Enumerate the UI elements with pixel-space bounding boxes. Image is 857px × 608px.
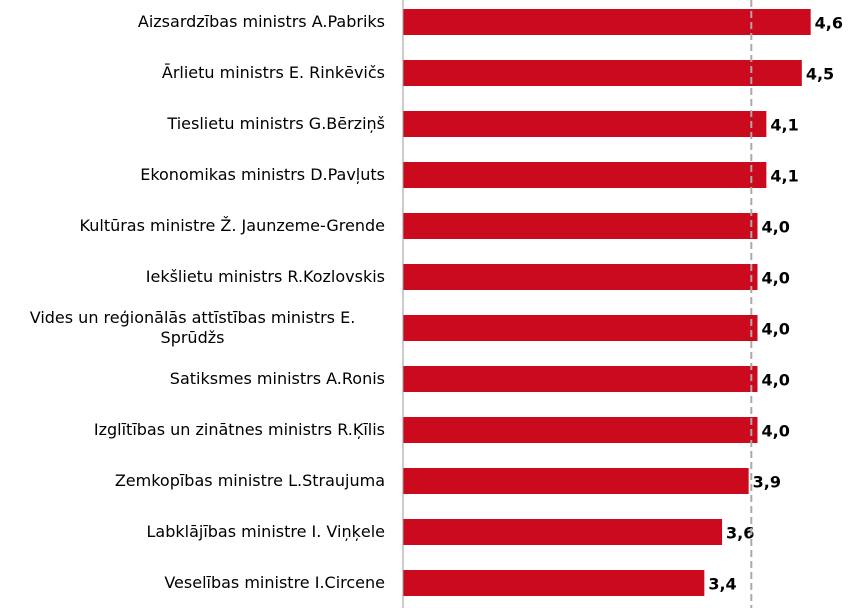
bar	[403, 60, 802, 86]
value-label: 3,9	[753, 473, 781, 492]
category-text: Zemkopības ministre L.Straujuma	[114, 471, 385, 490]
value-label: 3,4	[708, 575, 736, 594]
bar	[403, 366, 758, 392]
category-label: Kultūras ministre Ž. Jaunzeme-Grende	[0, 201, 385, 251]
value-label: 4,0	[762, 371, 790, 390]
value-label: 4,0	[762, 218, 790, 237]
value-label: 4,1	[770, 116, 798, 135]
category-label: Zemkopības ministre L.Straujuma	[0, 456, 385, 506]
value-label: 4,0	[762, 269, 790, 288]
bar	[403, 162, 767, 188]
bar	[403, 570, 705, 596]
category-label: Iekšlietu ministrs R.Kozlovskis	[0, 252, 385, 302]
category-label: Izglītības un zinātnes ministrs R.Ķīlis	[0, 405, 385, 455]
value-label: 4,5	[806, 65, 834, 84]
category-label: Satiksmes ministrs A.Ronis	[0, 354, 385, 404]
bar	[403, 264, 758, 290]
category-text: Iekšlietu ministrs R.Kozlovskis	[145, 267, 385, 286]
category-text: Ārlietu ministrs E. Rinkēvičs	[161, 63, 385, 82]
category-label: Labklājības ministre I. Viņķele	[0, 507, 385, 557]
category-text: Labklājības ministre I. Viņķele	[146, 522, 385, 541]
category-text: Vides un reģionālās attīstības ministrs …	[29, 308, 356, 347]
value-label: 4,0	[762, 422, 790, 441]
value-label: 3,6	[726, 524, 754, 543]
category-label: Aizsardzības ministrs A.Pabriks	[0, 0, 385, 47]
bar	[403, 213, 758, 239]
category-label: Veselības ministre I.Circene	[0, 558, 385, 608]
category-label: Ekonomikas ministrs D.Pavļuts	[0, 150, 385, 200]
category-text: Aizsardzības ministrs A.Pabriks	[137, 12, 385, 31]
bar	[403, 111, 767, 137]
category-text: Ekonomikas ministrs D.Pavļuts	[140, 165, 385, 184]
bar	[403, 315, 758, 341]
bar	[403, 519, 723, 545]
category-label: Vides un reģionālās attīstības ministrs …	[0, 303, 385, 353]
value-label: 4,6	[815, 14, 843, 33]
value-label: 4,1	[770, 167, 798, 186]
category-label: Tieslietu ministrs G.Bērziņš	[0, 99, 385, 149]
category-text: Kultūras ministre Ž. Jaunzeme-Grende	[79, 216, 385, 235]
category-text: Satiksmes ministrs A.Ronis	[169, 369, 385, 388]
bar	[403, 468, 749, 494]
category-text: Izglītības un zinātnes ministrs R.Ķīlis	[93, 420, 385, 439]
bar	[403, 9, 811, 35]
value-label: 4,0	[762, 320, 790, 339]
bar	[403, 417, 758, 443]
category-label: Ārlietu ministrs E. Rinkēvičs	[0, 48, 385, 98]
category-text: Tieslietu ministrs G.Bērziņš	[167, 114, 385, 133]
category-text: Veselības ministre I.Circene	[164, 573, 385, 592]
